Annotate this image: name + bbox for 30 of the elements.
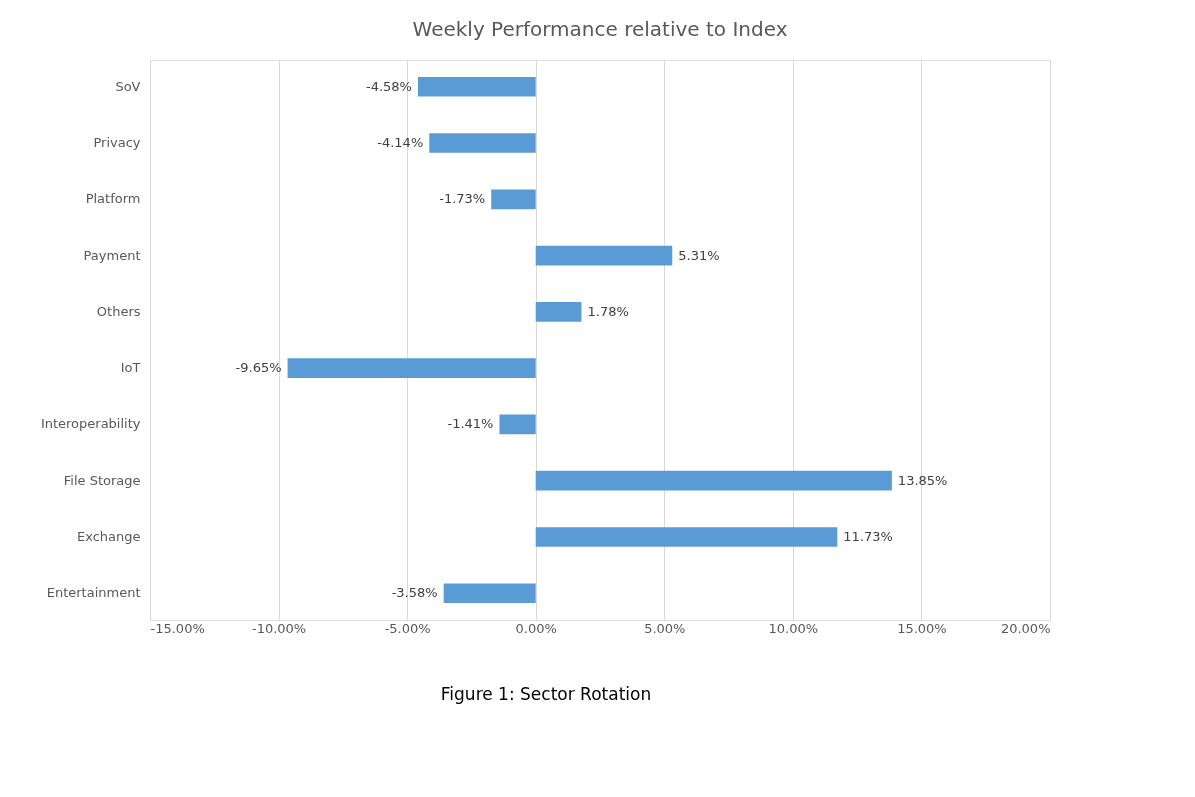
y-tick-label: Exchange <box>76 528 141 544</box>
data-label: -9.65% <box>235 360 282 376</box>
x-tick-label: 10.00% <box>768 620 819 636</box>
data-label: 13.85% <box>897 472 948 488</box>
data-label: -3.58% <box>391 585 438 601</box>
chart-title: Weekly Performance relative to Index <box>412 17 788 41</box>
y-tick-label: Platform <box>85 191 141 207</box>
x-tick-label: 5.00% <box>644 620 686 636</box>
y-tick-label: File Storage <box>63 472 141 488</box>
x-tick-label: 20.00% <box>1000 620 1051 636</box>
data-label: 1.78% <box>587 303 629 319</box>
y-tick-label: Payment <box>83 247 141 263</box>
x-tick-label: -5.00% <box>384 620 431 636</box>
y-tick-label: Entertainment <box>46 585 141 601</box>
y-tick-label: SoV <box>115 78 141 94</box>
caption: Figure 1: Sector Rotation <box>440 684 652 704</box>
data-label: -4.14% <box>377 135 424 151</box>
data-label: -1.41% <box>447 416 494 432</box>
x-tick-label: -15.00% <box>150 620 205 636</box>
data-label: 5.31% <box>678 247 720 263</box>
x-tick-label: 0.00% <box>515 620 557 636</box>
x-tick-label: -10.00% <box>251 620 307 636</box>
data-label: 11.73% <box>843 528 893 544</box>
y-tick-label: IoT <box>120 360 141 376</box>
y-tick-label: Interoperability <box>40 416 141 432</box>
data-label: -1.73% <box>439 191 486 207</box>
y-tick-label: Privacy <box>93 135 141 151</box>
data-label: -4.58% <box>365 78 412 94</box>
x-tick-label: 15.00% <box>897 620 947 636</box>
y-tick-label: Others <box>96 303 141 319</box>
